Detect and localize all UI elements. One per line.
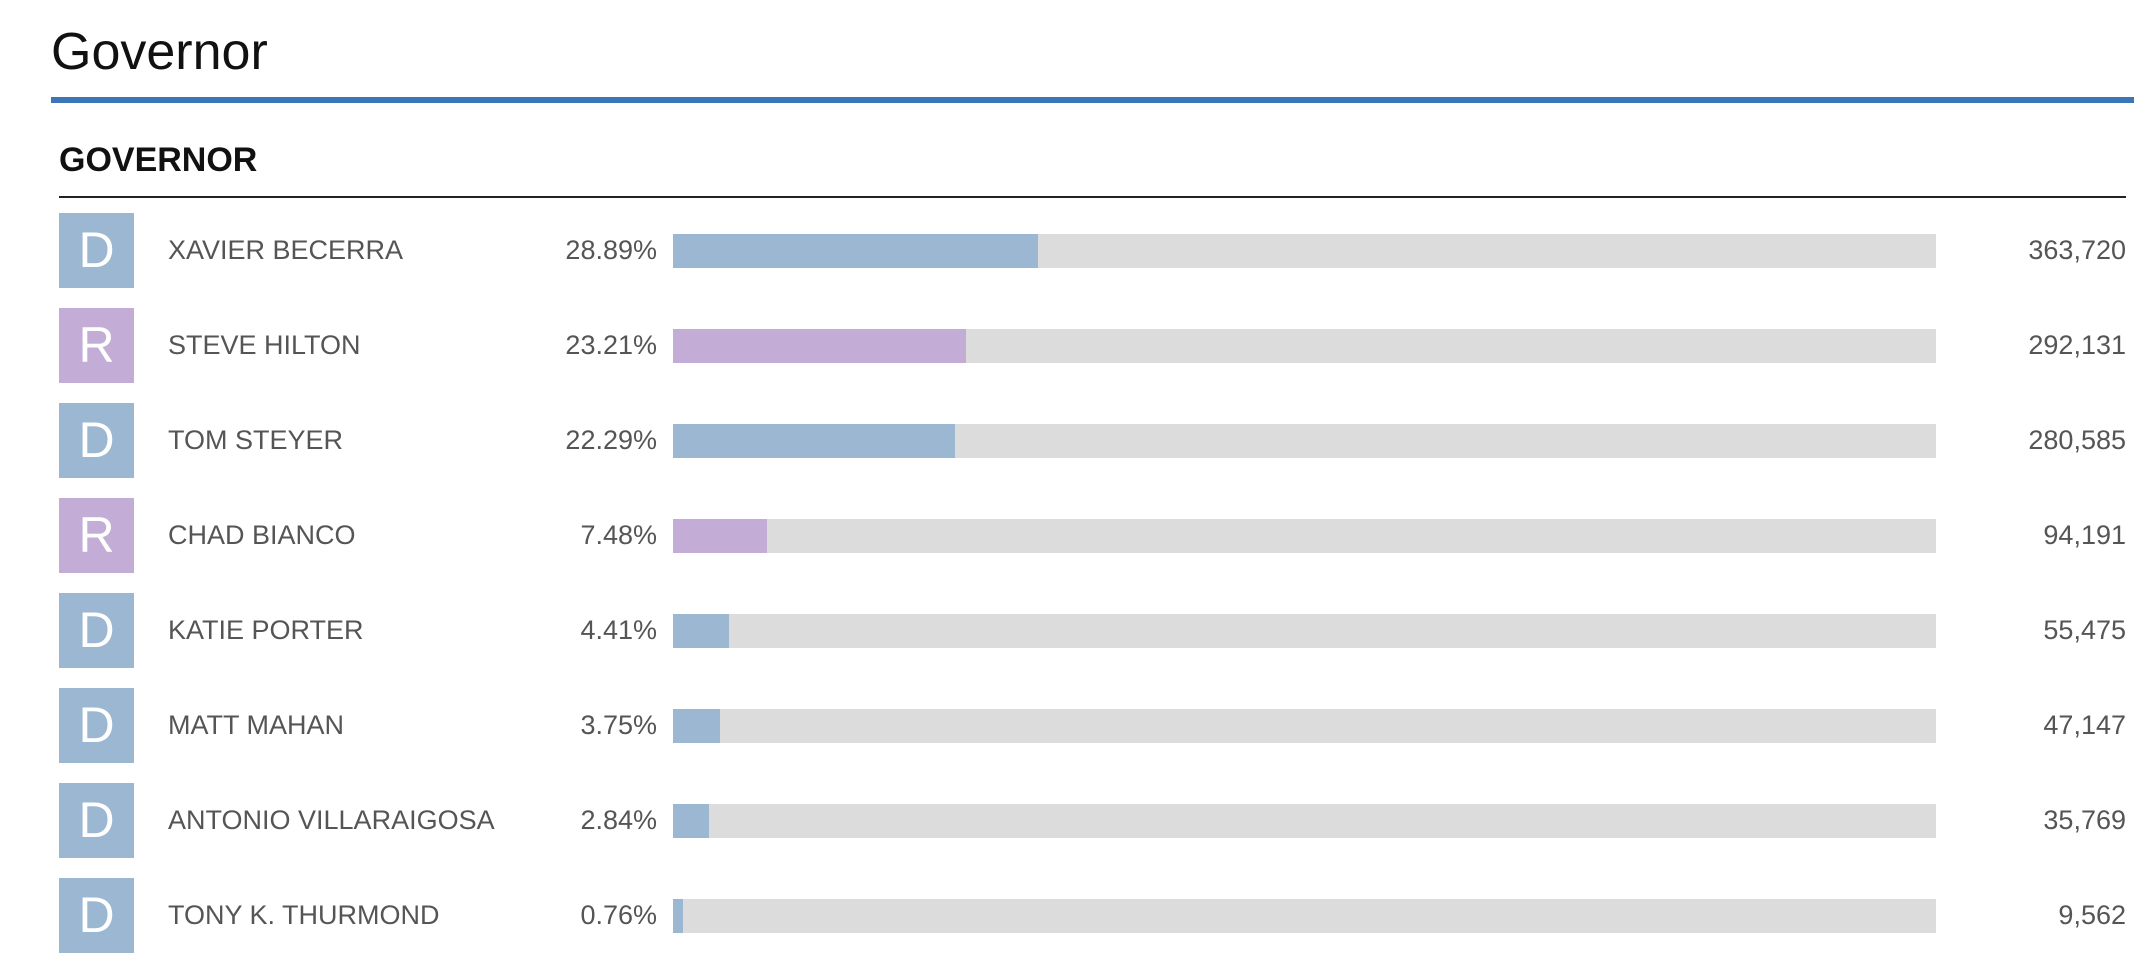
title-divider	[51, 97, 2134, 103]
vote-count: 55,475	[2043, 615, 2126, 645]
candidate-name: ANTONIO VILLARAIGOSA	[168, 805, 495, 835]
vote-count: 292,131	[2028, 330, 2126, 360]
vote-bar-fill	[673, 519, 768, 553]
vote-count: 280,585	[2028, 425, 2126, 455]
vote-bar	[673, 234, 1936, 268]
party-badge: D	[59, 878, 134, 953]
page-title: Governor	[51, 23, 268, 81]
candidate-name: XAVIER BECERRA	[168, 235, 404, 265]
candidate-name: MATT MAHAN	[168, 710, 345, 740]
vote-count: 9,562	[2058, 900, 2126, 930]
party-badge: D	[59, 783, 134, 858]
vote-bar	[673, 614, 1936, 648]
party-badge: D	[59, 403, 134, 478]
vote-bar-fill	[673, 329, 967, 363]
candidate-name: CHAD BIANCO	[168, 520, 356, 550]
vote-bar-fill	[673, 804, 709, 838]
vote-count: 363,720	[2028, 235, 2126, 265]
race-divider	[59, 196, 2126, 198]
candidate-name: TOM STEYER	[168, 425, 344, 455]
vote-percent: 7.48%	[580, 520, 657, 550]
candidate-list: D XAVIER BECERRA 28.89% 363,720 R STEVE …	[0, 213, 2156, 962]
candidate-row: R CHAD BIANCO 7.48% 94,191	[0, 498, 2156, 593]
party-badge: R	[59, 498, 134, 573]
vote-count: 47,147	[2043, 710, 2126, 740]
vote-bar-fill	[673, 614, 729, 648]
vote-bar	[673, 899, 1936, 933]
candidate-row: D TOM STEYER 22.29% 280,585	[0, 403, 2156, 498]
vote-percent: 28.89%	[565, 235, 657, 265]
candidate-row: D TONY K. THURMOND 0.76% 9,562	[0, 878, 2156, 962]
race-title: GOVERNOR	[59, 141, 258, 179]
candidate-row: R STEVE HILTON 23.21% 292,131	[0, 308, 2156, 403]
vote-percent: 2.84%	[580, 805, 657, 835]
candidate-row: D KATIE PORTER 4.41% 55,475	[0, 593, 2156, 688]
candidate-row: D XAVIER BECERRA 28.89% 363,720	[0, 213, 2156, 308]
vote-percent: 3.75%	[580, 710, 657, 740]
vote-percent: 22.29%	[565, 425, 657, 455]
vote-bar-fill	[673, 424, 955, 458]
vote-count: 94,191	[2043, 520, 2126, 550]
vote-bar-fill	[673, 234, 1038, 268]
vote-percent: 0.76%	[580, 900, 657, 930]
vote-percent: 23.21%	[565, 330, 657, 360]
party-badge: R	[59, 308, 134, 383]
candidate-row: D MATT MAHAN 3.75% 47,147	[0, 688, 2156, 783]
vote-bar	[673, 519, 1936, 553]
vote-bar-fill	[673, 899, 683, 933]
candidate-row: D ANTONIO VILLARAIGOSA 2.84% 35,769	[0, 783, 2156, 878]
vote-percent: 4.41%	[580, 615, 657, 645]
party-badge: D	[59, 593, 134, 668]
party-badge: D	[59, 213, 134, 288]
vote-bar	[673, 424, 1936, 458]
candidate-name: STEVE HILTON	[168, 330, 361, 360]
vote-count: 35,769	[2043, 805, 2126, 835]
party-badge: D	[59, 688, 134, 763]
vote-bar	[673, 329, 1936, 363]
vote-bar-fill	[673, 709, 721, 743]
candidate-name: TONY K. THURMOND	[168, 900, 440, 930]
candidate-name: KATIE PORTER	[168, 615, 364, 645]
vote-bar	[673, 804, 1936, 838]
vote-bar	[673, 709, 1936, 743]
